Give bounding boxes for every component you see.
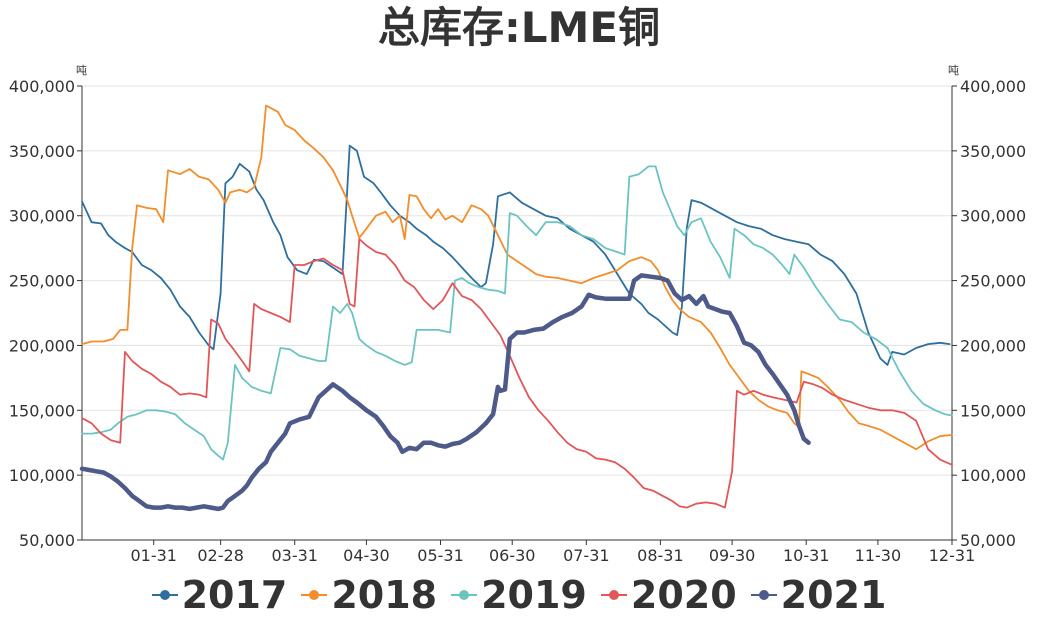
- legend-label: 2020: [630, 573, 737, 617]
- series-line-2021: [79, 273, 811, 512]
- legend-item-2021[interactable]: 2021: [750, 573, 887, 617]
- x-tick-label: 06-30: [489, 546, 536, 565]
- x-tick-label: 12-31: [929, 546, 976, 565]
- legend-marker-icon: [151, 590, 178, 600]
- legend-item-2019[interactable]: 2019: [451, 573, 587, 617]
- grid-lines: [82, 85, 952, 541]
- legend: 2017 2018 2019 2020 2021: [0, 572, 1038, 618]
- legend-label: 2021: [780, 573, 887, 617]
- y-tick-label-right: 300,000: [960, 207, 1026, 226]
- legend-marker-icon: [451, 590, 478, 600]
- x-tick-label: 04-30: [343, 546, 390, 565]
- legend-marker-icon: [750, 590, 777, 600]
- legend-item-2020[interactable]: 2020: [600, 573, 737, 617]
- y-unit-right: 吨: [948, 64, 959, 77]
- legend-item-2018[interactable]: 2018: [301, 573, 437, 617]
- series-line-2017: [81, 144, 951, 366]
- x-tick-label: 03-31: [271, 546, 318, 565]
- x-tick-label: 11-30: [855, 546, 902, 565]
- series-line-2020: [81, 238, 953, 509]
- y-tick-label-right: 400,000: [960, 77, 1026, 96]
- y-tick-label-left: 400,000: [9, 77, 75, 96]
- axes: 50,000 50,000 100,000 100,000 150,000 150,000…: [9, 77, 1026, 565]
- x-tick-label: 01-31: [130, 546, 177, 565]
- x-tick-label: 07-31: [563, 546, 610, 565]
- legend-label: 2019: [481, 573, 587, 617]
- y-tick-label-left: 350,000: [9, 142, 75, 161]
- x-tick-label: 09-30: [709, 546, 756, 565]
- series-line-2019: [81, 165, 953, 461]
- y-tick-label-left: 250,000: [9, 272, 75, 291]
- chart-canvas: 50,000 50,000 100,000 100,000 150,000 150,000…: [9, 64, 1026, 565]
- y-tick-label-left: 300,000: [9, 207, 75, 226]
- series-layer: [79, 104, 953, 512]
- series-line-2018: [81, 104, 953, 451]
- y-tick-label-right: 250,000: [960, 272, 1026, 291]
- legend-label: 2018: [331, 573, 438, 617]
- legend-item-2017[interactable]: 2017: [151, 573, 288, 617]
- legend-marker-icon: [600, 590, 627, 600]
- y-tick-label-right: 200,000: [960, 336, 1026, 355]
- y-tick-label-right: 50,000: [960, 531, 1016, 550]
- y-unit-left: 吨: [76, 64, 87, 77]
- y-tick-label-left: 200,000: [9, 336, 75, 355]
- y-tick-label-left: 100,000: [9, 466, 75, 485]
- y-tick-label-left: 150,000: [9, 401, 75, 420]
- y-tick-label-right: 100,000: [960, 466, 1026, 485]
- y-tick-label-left: 50,000: [19, 531, 75, 550]
- x-tick-label: 10-31: [783, 546, 830, 565]
- x-tick-label: 05-31: [417, 546, 464, 565]
- x-tick-label: 08-31: [637, 546, 684, 565]
- legend-label: 2017: [181, 573, 288, 617]
- chart-title: 总库存:LME铜: [377, 3, 661, 52]
- y-tick-label-right: 350,000: [960, 142, 1026, 161]
- legend-marker-icon: [301, 590, 328, 600]
- x-tick-label: 02-28: [197, 546, 244, 565]
- y-tick-label-right: 150,000: [960, 401, 1026, 420]
